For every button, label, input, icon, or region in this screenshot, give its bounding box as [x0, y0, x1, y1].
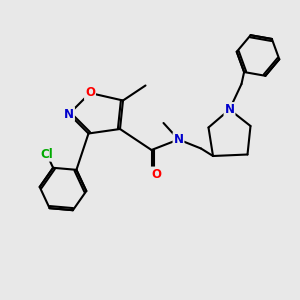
Text: N: N	[224, 103, 235, 116]
Text: O: O	[151, 167, 161, 181]
Text: N: N	[64, 107, 74, 121]
Text: Cl: Cl	[40, 148, 53, 161]
Text: N: N	[173, 133, 184, 146]
Text: O: O	[85, 86, 95, 100]
